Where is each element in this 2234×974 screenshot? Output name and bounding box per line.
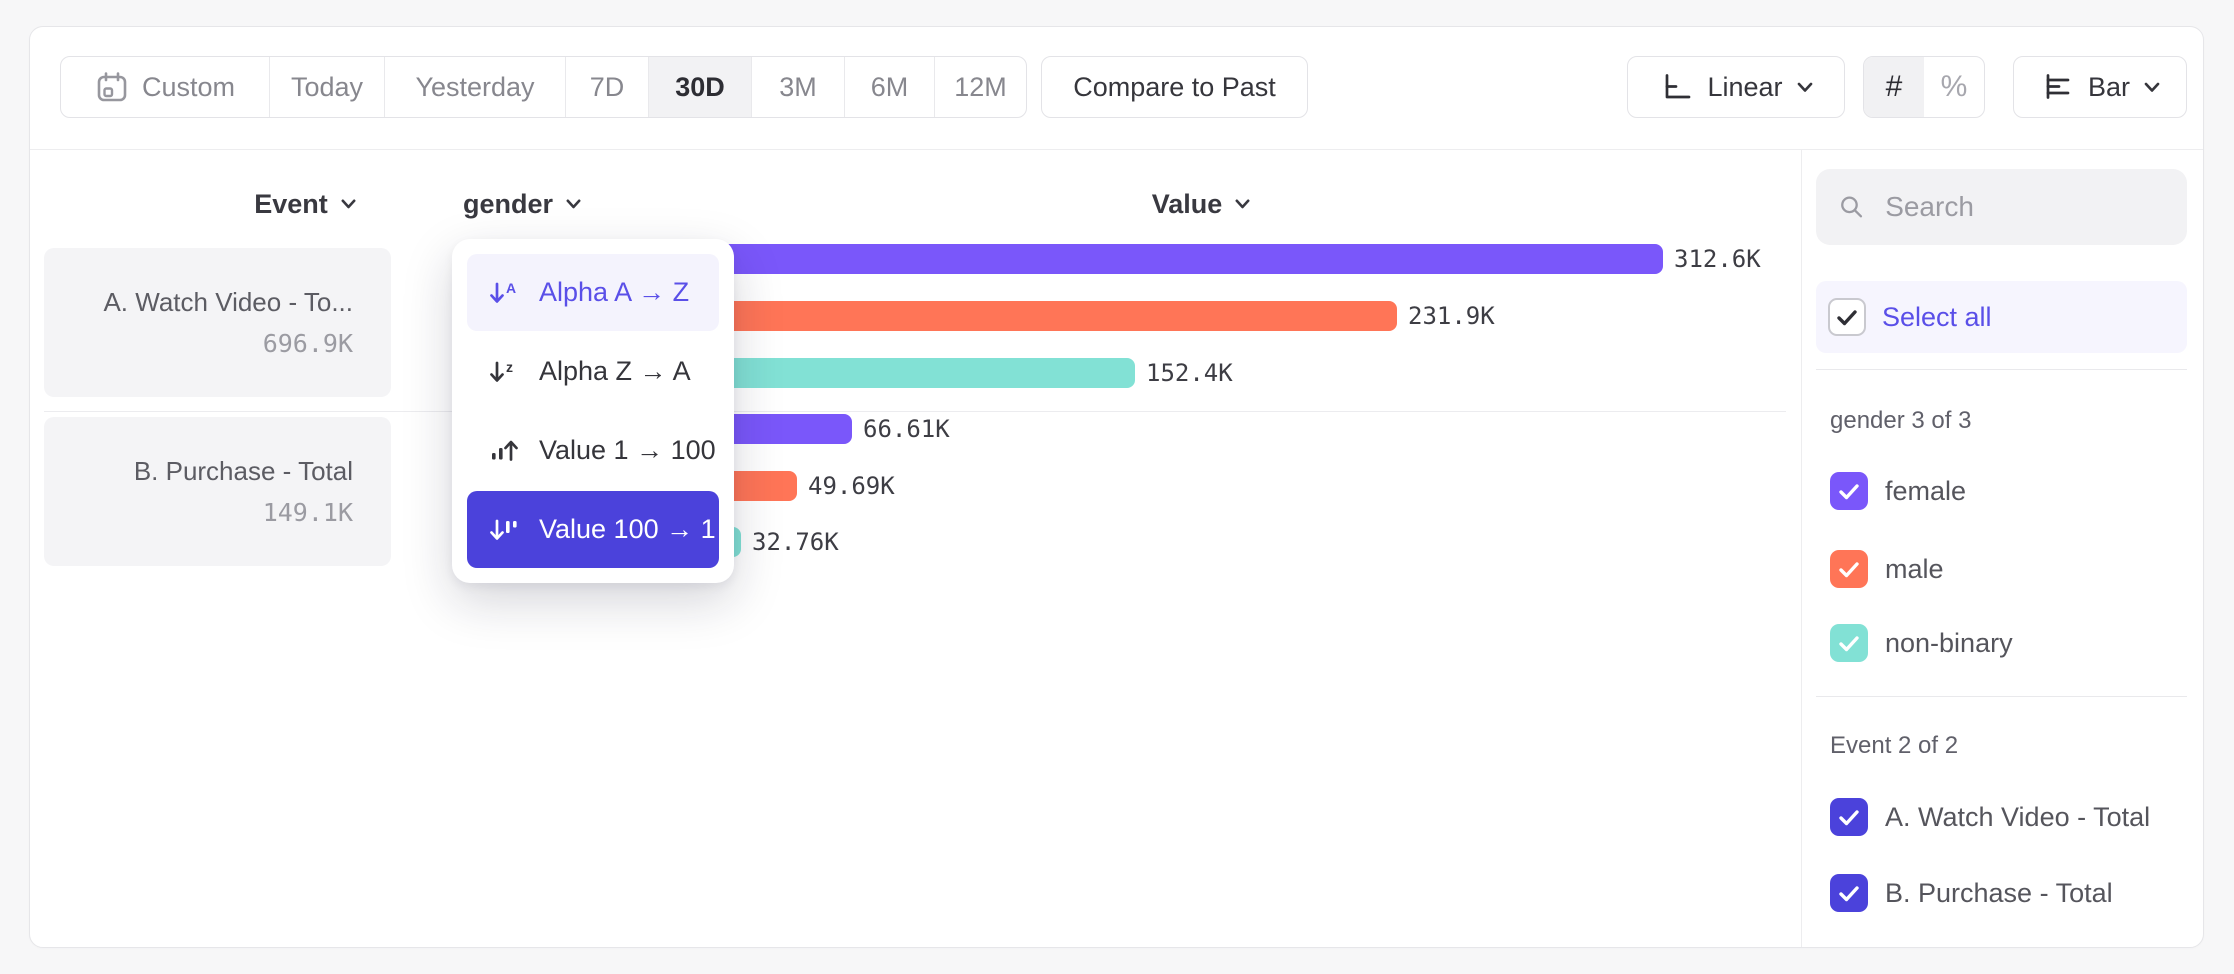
filter-option-watch-video[interactable]: A. Watch Video - Total xyxy=(1830,797,2150,837)
chevron-down-icon xyxy=(1797,82,1812,92)
scale-selector-button[interactable]: Linear xyxy=(1627,56,1845,118)
date-range-custom[interactable]: Custom xyxy=(61,57,270,117)
event-total-value: 149.1K xyxy=(262,498,353,527)
bar-chart-icon xyxy=(2046,74,2070,99)
date-range-3m[interactable]: 3M xyxy=(752,57,845,117)
bar-value-label: 152.4K xyxy=(1146,359,1233,387)
chevron-down-icon xyxy=(2144,82,2160,92)
breakdown-column-sort-button[interactable]: gender xyxy=(434,186,610,222)
watch-video-checkbox[interactable] xyxy=(1830,798,1868,836)
male-checkbox[interactable] xyxy=(1830,550,1868,588)
date-range-6m[interactable]: 6M xyxy=(845,57,935,117)
menu-item-alpha-asc[interactable]: A Alpha A → Z xyxy=(467,254,719,331)
format-percent-segment[interactable]: % xyxy=(1924,57,1984,117)
event-total-value: 696.9K xyxy=(262,329,353,358)
calendar-icon xyxy=(97,72,127,102)
percent-icon: % xyxy=(1940,70,1968,103)
bar-value-label: 49.69K xyxy=(808,472,895,500)
chevron-down-icon xyxy=(341,199,356,209)
date-range-12m[interactable]: 12M xyxy=(954,71,1007,102)
checkbox-check-icon xyxy=(1839,635,1859,651)
filter-option-non-binary[interactable]: non-binary xyxy=(1830,623,2013,663)
bar-value-label: 66.61K xyxy=(863,415,950,443)
chart-bar-female[interactable] xyxy=(633,244,1663,274)
group-divider xyxy=(44,411,1786,412)
number-format-toggle: # % xyxy=(1863,56,1985,118)
select-all-checkbox[interactable] xyxy=(1828,298,1866,336)
sort-dropdown-menu: A Alpha A → Z z Alpha Z → A xyxy=(452,239,734,583)
date-range-yesterday[interactable]: Yesterday xyxy=(385,57,566,117)
date-range-picker: Custom Today Yesterday 7D 30D 3M 6M 12M xyxy=(60,56,1027,118)
sort-alpha-asc-icon: A xyxy=(490,280,516,303)
search-input[interactable] xyxy=(1883,190,2165,224)
bar-value-label: 231.9K xyxy=(1408,302,1495,330)
checkbox-check-icon xyxy=(1837,309,1857,325)
female-checkbox[interactable] xyxy=(1830,472,1868,510)
event-name: A. Watch Video - To... xyxy=(103,287,353,317)
date-range-today[interactable]: Today xyxy=(270,57,385,117)
event-column-sort-button[interactable]: Event xyxy=(215,186,395,222)
chart-type-button[interactable]: Bar xyxy=(2013,56,2187,118)
event-section-title: Event 2 of 2 xyxy=(1830,732,1959,759)
gender-section-title: gender 3 of 3 xyxy=(1830,407,1972,434)
chevron-down-icon xyxy=(1235,199,1250,209)
sort-value-desc-icon xyxy=(490,519,517,540)
checkbox-check-icon xyxy=(1839,483,1859,499)
bar-value-label: 32.76K xyxy=(752,528,839,556)
event-row-purchase[interactable]: B. Purchase - Total 149.1K xyxy=(44,417,391,566)
menu-item-alpha-desc[interactable]: z Alpha Z → A xyxy=(467,333,719,410)
chevron-down-icon xyxy=(566,199,581,209)
hash-icon: # xyxy=(1885,70,1903,103)
purchase-checkbox[interactable] xyxy=(1830,874,1868,912)
date-range-30d[interactable]: 30D xyxy=(649,57,752,117)
checkbox-check-icon xyxy=(1839,809,1859,825)
select-all-row[interactable]: Select all xyxy=(1816,281,2187,353)
sidebar-search xyxy=(1816,169,2187,245)
value-column-sort-button[interactable]: Value xyxy=(1111,186,1291,222)
date-range-label: Custom xyxy=(141,71,236,102)
sidebar-divider xyxy=(1801,149,1802,947)
date-range-7d[interactable]: 7D xyxy=(566,57,649,117)
non-binary-checkbox[interactable] xyxy=(1830,624,1868,662)
event-row-watch-video[interactable]: A. Watch Video - To... 696.9K xyxy=(44,248,391,397)
search-icon xyxy=(1841,196,1863,218)
bar-value-label: 312.6K xyxy=(1674,245,1761,273)
format-count-segment[interactable]: # xyxy=(1864,57,1924,117)
svg-text:A: A xyxy=(506,280,516,296)
sort-alpha-desc-icon: z xyxy=(490,359,513,382)
sidebar-section-divider xyxy=(1816,696,2187,697)
svg-text:z: z xyxy=(506,359,513,375)
filter-option-female[interactable]: female xyxy=(1830,471,1966,511)
menu-item-value-desc[interactable]: Value 100 → 1 xyxy=(467,491,719,568)
select-all-label: Select all xyxy=(1882,301,1992,332)
sidebar-section-divider xyxy=(1816,369,2187,370)
compare-to-past-button[interactable]: Compare to Past xyxy=(1041,56,1308,118)
report-card: Custom Today Yesterday 7D 30D 3M 6M 12M … xyxy=(29,26,2204,948)
event-name: B. Purchase - Total xyxy=(133,456,353,486)
toolbar-divider xyxy=(30,149,2203,150)
sort-value-asc-icon xyxy=(492,440,518,461)
chart-bar-male[interactable] xyxy=(633,301,1397,331)
filter-option-male[interactable]: male xyxy=(1830,549,1944,589)
menu-item-value-asc[interactable]: Value 1 → 100 xyxy=(467,412,719,489)
linear-axis-icon xyxy=(1666,74,1691,99)
filter-option-purchase[interactable]: B. Purchase - Total xyxy=(1830,873,2113,913)
checkbox-check-icon xyxy=(1839,885,1859,901)
checkbox-check-icon xyxy=(1839,561,1859,577)
